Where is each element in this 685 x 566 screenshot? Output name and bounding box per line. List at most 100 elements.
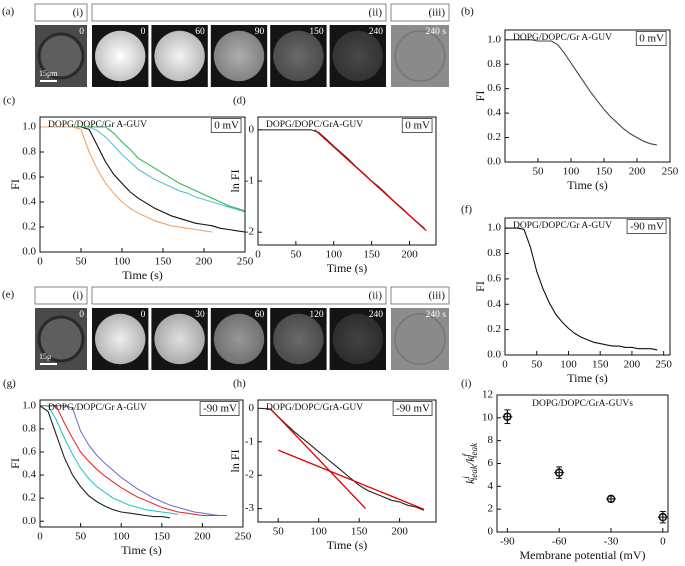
x-tick-label: 200 [196, 256, 213, 268]
vesicle [332, 313, 383, 365]
x-tick-label: 250 [662, 166, 679, 178]
annotation: DOPG/DOPC/GrA-GUV [266, 403, 363, 413]
data-line [40, 405, 170, 519]
condition: 0 mV [405, 120, 430, 132]
plot-area [40, 405, 227, 519]
plot-frame [257, 116, 437, 246]
group-header [390, 3, 450, 22]
y-axis-label: FI [473, 91, 487, 102]
x-tick-label: 200 [629, 166, 646, 178]
data-line [40, 126, 245, 233]
x-tick-label: 200 [624, 359, 641, 371]
y-tick-label: 0 [249, 402, 255, 414]
condition-box [626, 219, 667, 234]
y-tick-label: 0.8 [22, 146, 36, 158]
data-line [269, 407, 367, 510]
data-line [40, 126, 245, 212]
plot-area [505, 39, 657, 146]
x-tick-label: 0 [502, 359, 508, 371]
frame-time: 0 [141, 27, 146, 37]
x-tick-label: 100 [563, 166, 580, 178]
y-axis-label: FI [8, 179, 22, 190]
group-header [34, 286, 88, 305]
y-tick-label: -3 [245, 502, 255, 514]
frame-time: 0 [141, 310, 146, 320]
annotation: DOPG/DOPC/GrA-GUV [266, 120, 363, 130]
x-axis-label: Time (s) [327, 538, 368, 552]
x-tick-label: 50 [76, 256, 88, 268]
x-tick-label: -90 [500, 536, 515, 548]
frame-time: 30 [195, 310, 205, 320]
x-tick-label: 100 [325, 249, 342, 261]
y-axis-label: FI [473, 281, 487, 292]
frame-time: 0 [79, 27, 84, 37]
vesicle [273, 30, 324, 82]
y-tick-label: -1 [245, 435, 254, 447]
x-tick-label: 0 [37, 256, 43, 268]
point [503, 412, 512, 421]
x-tick-label: 150 [592, 359, 609, 371]
x-tick-label: 200 [401, 249, 418, 261]
y-tick-label: 0.4 [22, 196, 36, 208]
vesicle [273, 313, 324, 365]
plot-frame [504, 29, 671, 163]
y-tick-label: -2 [245, 226, 254, 238]
group-header [91, 286, 387, 305]
y-tick-label: 8 [488, 434, 494, 446]
x-tick-label: 100 [310, 526, 327, 538]
x-tick-label: 0 [37, 531, 43, 543]
frame-time: 120 [309, 310, 324, 320]
y-tick-label: 6 [488, 457, 494, 469]
y-label-part: i [461, 476, 471, 479]
y-tick-label: 0.6 [487, 272, 501, 284]
data-line [277, 449, 425, 510]
condition: -90 mV [203, 403, 237, 415]
panel-label: (h) [233, 378, 246, 390]
data-line [40, 405, 179, 515]
frame-time: 150 [309, 27, 324, 37]
vesicle [95, 30, 146, 82]
panel-label: (e) [2, 289, 15, 301]
frame-time: 240 [369, 27, 384, 37]
x-tick-label: 0 [660, 536, 666, 548]
vesicle [37, 32, 85, 80]
plot-frame [504, 217, 671, 356]
panel-label: (i) [461, 378, 472, 390]
data-line [40, 126, 213, 233]
y-tick-label: 0.0 [487, 156, 501, 168]
x-tick-label: 100 [113, 531, 130, 543]
point [658, 512, 668, 522]
panel-label: (f) [461, 204, 472, 216]
y-axis-label: kileak/kfleak [461, 442, 479, 484]
y-tick-label: -1 [245, 175, 254, 187]
condition: 0 mV [639, 33, 664, 45]
vesicle [394, 30, 446, 82]
condition-box [210, 118, 242, 133]
group-label: (ii) [369, 290, 383, 302]
x-tick-label: 50 [273, 526, 285, 538]
x-tick-label: 150 [363, 249, 380, 261]
frame-time: 240 [369, 310, 384, 320]
vesicle [154, 30, 205, 82]
y-tick-label: 0.6 [22, 171, 36, 183]
annotation: DOPG/DOPC/Gr A-GUV [513, 33, 612, 43]
y-tick-label: 4 [488, 480, 494, 492]
x-axis-label: Membrane potential (mV) [520, 548, 646, 562]
y-tick-label: 0.6 [487, 82, 501, 94]
annotation: DOPG/DOPC/Gr A-GUV [48, 120, 147, 130]
group-header [390, 286, 450, 305]
group-label: (iii) [429, 290, 446, 302]
y-axis-label: ln FI [228, 169, 242, 192]
vesicle [213, 313, 265, 365]
point [606, 494, 616, 504]
y-tick-label: 0.4 [487, 107, 501, 119]
y-tick-label: 1.0 [22, 121, 36, 133]
condition: -90 mV [630, 221, 664, 233]
point [554, 468, 564, 477]
x-axis-label: Time (s) [327, 261, 368, 275]
x-tick-label: 200 [391, 526, 408, 538]
scale-bar-label: 15μm [39, 69, 58, 78]
group-header [91, 3, 387, 22]
plot-area [261, 407, 425, 511]
